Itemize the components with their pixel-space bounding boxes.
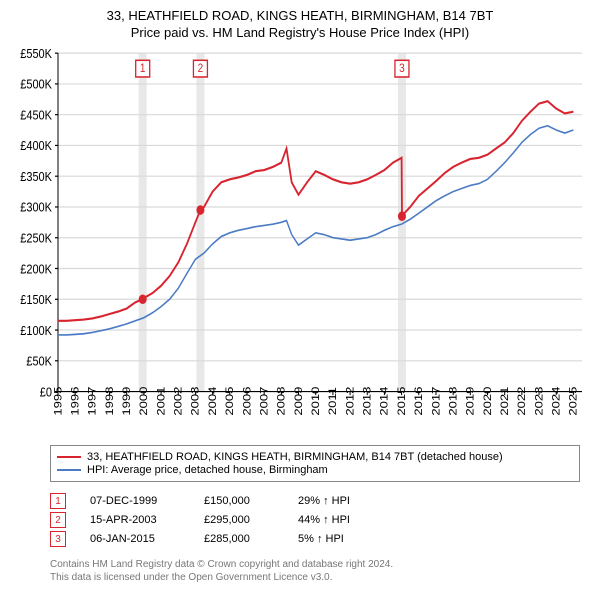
x-tick-label: 2021 bbox=[498, 386, 511, 415]
marker-date: 07-DEC-1999 bbox=[90, 495, 180, 507]
y-tick-label: £400K bbox=[20, 138, 52, 153]
x-tick-label: 2010 bbox=[309, 386, 322, 415]
x-tick-label: 2016 bbox=[412, 386, 425, 415]
y-tick-label: £550K bbox=[20, 46, 52, 61]
x-tick-label: 1998 bbox=[103, 386, 116, 415]
x-tick-label: 2001 bbox=[154, 386, 167, 415]
x-tick-label: 2012 bbox=[343, 386, 356, 415]
title-line-2: Price paid vs. HM Land Registry's House … bbox=[10, 25, 590, 42]
x-tick-label: 2006 bbox=[240, 386, 253, 415]
marker-date: 06-JAN-2015 bbox=[90, 533, 180, 545]
x-tick-label: 2019 bbox=[464, 386, 477, 415]
x-tick-label: 2007 bbox=[257, 386, 270, 415]
x-tick-label: 2025 bbox=[567, 386, 580, 415]
marker-table-row: 3 06-JAN-2015 £285,000 5% ↑ HPI bbox=[50, 531, 580, 547]
legend-swatch bbox=[57, 469, 81, 471]
marker-table-row: 2 15-APR-2003 £295,000 44% ↑ HPI bbox=[50, 512, 580, 528]
y-tick-label: £100K bbox=[20, 323, 52, 338]
marker-delta: 44% ↑ HPI bbox=[298, 514, 350, 526]
x-tick-label: 2022 bbox=[515, 386, 528, 415]
x-tick-label: 2009 bbox=[292, 386, 305, 415]
marker-badge: 1 bbox=[50, 493, 66, 509]
marker-price: £150,000 bbox=[204, 495, 274, 507]
x-tick-label: 1999 bbox=[120, 386, 133, 415]
legend-row: 33, HEATHFIELD ROAD, KINGS HEATH, BIRMIN… bbox=[57, 451, 573, 463]
price-chart: £0£50K£100K£150K£200K£250K£300K£350K£400… bbox=[10, 46, 590, 439]
x-tick-label: 2004 bbox=[206, 386, 219, 415]
x-tick-label: 2005 bbox=[223, 386, 236, 415]
legend-label: 33, HEATHFIELD ROAD, KINGS HEATH, BIRMIN… bbox=[87, 451, 503, 463]
x-tick-label: 1997 bbox=[86, 386, 99, 415]
x-tick-label: 2002 bbox=[172, 386, 185, 415]
marker-delta-text: 5% ↑ HPI bbox=[298, 533, 344, 545]
x-tick-label: 2024 bbox=[550, 386, 563, 415]
y-tick-label: £250K bbox=[20, 230, 52, 245]
y-tick-label: £200K bbox=[20, 261, 52, 276]
legend-row: HPI: Average price, detached house, Birm… bbox=[57, 464, 573, 476]
sale-dot bbox=[398, 211, 406, 221]
sale-dot bbox=[196, 205, 204, 215]
legend: 33, HEATHFIELD ROAD, KINGS HEATH, BIRMIN… bbox=[50, 445, 580, 482]
x-tick-label: 2015 bbox=[395, 386, 408, 415]
x-tick-label: 1996 bbox=[68, 386, 81, 415]
marker-delta-text: 29% ↑ HPI bbox=[298, 495, 350, 507]
legend-label: HPI: Average price, detached house, Birm… bbox=[87, 464, 328, 476]
chart-svg: £0£50K£100K£150K£200K£250K£300K£350K£400… bbox=[10, 46, 590, 439]
sale-markers-table: 1 07-DEC-1999 £150,000 29% ↑ HPI 2 15-APR-200… bbox=[50, 490, 580, 550]
marker-date: 15-APR-2003 bbox=[90, 514, 180, 526]
marker-delta: 5% ↑ HPI bbox=[298, 533, 344, 545]
marker-band bbox=[196, 53, 204, 391]
x-tick-label: 2014 bbox=[378, 386, 391, 415]
sale-marker-number: 2 bbox=[198, 62, 204, 75]
marker-price: £285,000 bbox=[204, 533, 274, 545]
marker-delta: 29% ↑ HPI bbox=[298, 495, 350, 507]
x-tick-label: 2013 bbox=[361, 386, 374, 415]
x-tick-label: 2020 bbox=[481, 386, 494, 415]
x-tick-label: 2003 bbox=[189, 386, 202, 415]
marker-badge: 2 bbox=[50, 512, 66, 528]
marker-delta-text: 44% ↑ HPI bbox=[298, 514, 350, 526]
y-tick-label: £300K bbox=[20, 200, 52, 215]
y-tick-label: £350K bbox=[20, 169, 52, 184]
footer-line-1: Contains HM Land Registry data © Crown c… bbox=[50, 558, 580, 571]
marker-badge: 3 bbox=[50, 531, 66, 547]
footer-line-2: This data is licensed under the Open Gov… bbox=[50, 571, 580, 584]
series-hpi bbox=[58, 125, 573, 334]
chart-title: 33, HEATHFIELD ROAD, KINGS HEATH, BIRMIN… bbox=[10, 8, 590, 42]
x-tick-label: 2018 bbox=[446, 386, 459, 415]
y-tick-label: £150K bbox=[20, 292, 52, 307]
x-tick-label: 2008 bbox=[275, 386, 288, 415]
y-tick-label: £450K bbox=[20, 107, 52, 122]
sale-marker-number: 1 bbox=[140, 62, 146, 75]
marker-band bbox=[139, 53, 147, 391]
x-tick-label: 2017 bbox=[429, 386, 442, 415]
title-line-1: 33, HEATHFIELD ROAD, KINGS HEATH, BIRMIN… bbox=[10, 8, 590, 25]
marker-table-row: 1 07-DEC-1999 £150,000 29% ↑ HPI bbox=[50, 493, 580, 509]
legend-swatch bbox=[57, 456, 81, 458]
y-tick-label: £500K bbox=[20, 77, 52, 92]
x-tick-label: 2000 bbox=[137, 386, 150, 415]
series-property bbox=[58, 101, 573, 321]
marker-price: £295,000 bbox=[204, 514, 274, 526]
sale-marker-number: 3 bbox=[399, 62, 405, 75]
x-tick-label: 2023 bbox=[532, 386, 545, 415]
sale-dot bbox=[139, 294, 147, 304]
attribution-footer: Contains HM Land Registry data © Crown c… bbox=[50, 558, 580, 584]
y-tick-label: £50K bbox=[26, 353, 52, 368]
